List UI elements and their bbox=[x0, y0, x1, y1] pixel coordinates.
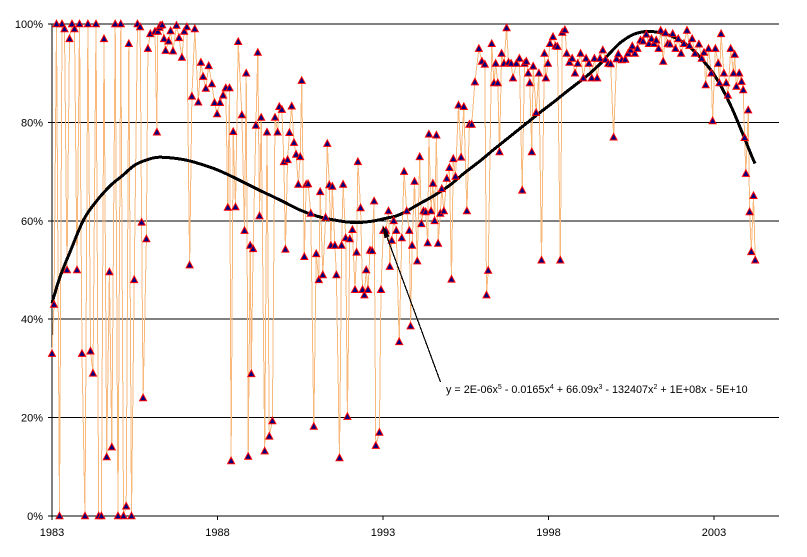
svg-text:2003: 2003 bbox=[702, 527, 726, 539]
svg-text:0%: 0% bbox=[27, 511, 43, 523]
svg-text:1983: 1983 bbox=[40, 527, 64, 539]
svg-text:20%: 20% bbox=[21, 413, 43, 425]
svg-text:40%: 40% bbox=[21, 314, 43, 326]
svg-text:1998: 1998 bbox=[536, 527, 560, 539]
svg-text:y = 2E-06x5 - 0.0165x4 + 66.09: y = 2E-06x5 - 0.0165x4 + 66.09x3 - 13240… bbox=[446, 384, 748, 396]
svg-text:100%: 100% bbox=[15, 19, 43, 31]
svg-text:60%: 60% bbox=[21, 216, 43, 228]
svg-text:1988: 1988 bbox=[205, 527, 229, 539]
svg-text:1993: 1993 bbox=[371, 527, 395, 539]
svg-text:80%: 80% bbox=[21, 117, 43, 129]
